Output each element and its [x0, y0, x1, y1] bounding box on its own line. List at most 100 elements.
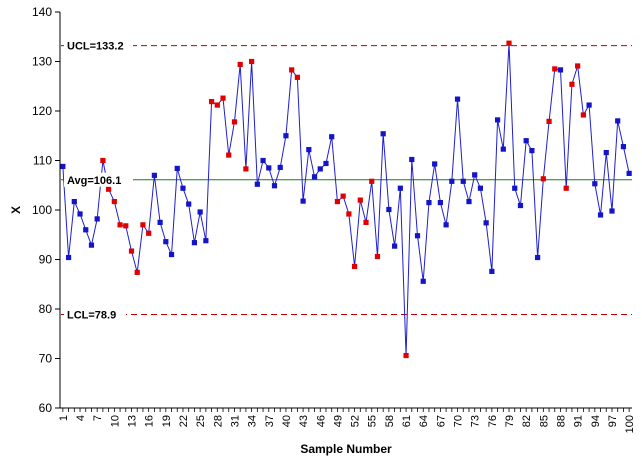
- x-tick-label: 67: [435, 415, 447, 427]
- ucl-label: UCL=133.2: [67, 41, 124, 53]
- data-point: [260, 157, 266, 164]
- data-point: [437, 199, 443, 206]
- data-point: [323, 160, 329, 167]
- data-point: [557, 67, 564, 73]
- x-tick-label: 91: [573, 415, 585, 427]
- data-points: [60, 40, 632, 359]
- y-axis-ticks: 60 70 80 90 100 110 120 130 140: [32, 5, 60, 415]
- data-point: [277, 164, 283, 171]
- data-point: [615, 118, 621, 124]
- x-tick-label: 28: [212, 415, 224, 427]
- data-point: [380, 131, 386, 137]
- flagged-point: [243, 166, 249, 172]
- flagged-point: [146, 230, 152, 236]
- x-axis-ticks: 1 4 7 10 13 16 19 22 25 28 31 34 37 40 43 46 49 52 55 58 61 6…: [58, 408, 636, 433]
- data-point: [151, 172, 157, 178]
- flagged-point: [128, 248, 135, 254]
- data-point: [386, 206, 392, 213]
- data-point: [203, 238, 209, 244]
- flagged-point: [540, 176, 546, 182]
- reference-labels: UCL=133.2 Avg=106.1 LCL=78.9: [64, 38, 133, 322]
- x-axis-title: Sample Number: [300, 442, 392, 456]
- flagged-point: [117, 222, 123, 228]
- data-point: [168, 251, 175, 258]
- x-tick-label: 82: [521, 415, 533, 427]
- data-point: [609, 208, 615, 214]
- flagged-point: [226, 152, 232, 158]
- data-point: [409, 156, 415, 163]
- y-tick-label: 60: [39, 401, 53, 415]
- x-tick-label: 76: [487, 415, 499, 427]
- flagged-point: [294, 74, 300, 80]
- data-point: [306, 147, 312, 153]
- flagged-point: [140, 222, 146, 228]
- x-tick-label: 1: [58, 415, 70, 421]
- x-tick-label: 4: [75, 415, 87, 421]
- data-point: [460, 178, 466, 184]
- flagged-point: [334, 198, 341, 205]
- series-line-group: [62, 42, 630, 357]
- data-point: [283, 133, 289, 139]
- data-point: [157, 219, 163, 225]
- x-tick-label: 13: [127, 415, 139, 427]
- x-tick-label: 94: [590, 415, 602, 427]
- data-point: [317, 166, 323, 172]
- data-point: [94, 216, 100, 222]
- data-point: [77, 211, 83, 217]
- x-tick-label: 19: [161, 415, 173, 427]
- flagged-point: [563, 185, 569, 191]
- x-tick-label: 73: [470, 415, 482, 427]
- data-point: [191, 240, 198, 246]
- flagged-point: [546, 118, 552, 124]
- lcl-label-background: [64, 307, 126, 322]
- flagged-point: [340, 193, 346, 199]
- x-tick-label: 46: [315, 415, 327, 427]
- flagged-point: [231, 119, 238, 125]
- data-point: [477, 185, 484, 191]
- data-point: [443, 222, 449, 228]
- flagged-point: [289, 67, 295, 73]
- flagged-point: [106, 186, 112, 192]
- lcl-label: LCL=78.9: [67, 309, 116, 321]
- y-tick-label: 70: [39, 352, 53, 366]
- data-point: [426, 199, 432, 206]
- flagged-point: [575, 63, 581, 69]
- x-tick-label: 70: [453, 415, 465, 427]
- y-tick-label: 140: [32, 5, 52, 19]
- y-axis-title: X: [9, 206, 23, 214]
- data-point: [472, 172, 478, 178]
- x-tick-label: 40: [281, 415, 293, 427]
- data-point: [529, 148, 535, 154]
- y-tick-label: 100: [32, 203, 52, 217]
- data-point: [186, 201, 192, 207]
- data-point: [392, 243, 398, 249]
- data-point: [174, 165, 180, 172]
- data-point: [60, 163, 66, 170]
- x-tick-label: 79: [504, 415, 516, 427]
- x-tick-label: 61: [401, 415, 413, 427]
- flagged-point: [111, 198, 117, 205]
- flagged-point: [214, 102, 220, 108]
- flagged-point: [346, 211, 352, 217]
- data-point: [603, 149, 609, 156]
- x-tick-label: 43: [298, 415, 310, 427]
- flagged-point: [220, 95, 226, 101]
- data-point: [626, 170, 632, 176]
- x-tick-label: 55: [367, 415, 379, 427]
- x-tick-label: 16: [144, 415, 156, 427]
- x-tick-label: 64: [418, 415, 430, 427]
- data-point: [597, 212, 604, 218]
- data-point: [466, 198, 472, 205]
- ucl-label-background: [64, 38, 133, 53]
- flagged-point: [357, 197, 363, 203]
- data-point: [586, 102, 592, 108]
- flagged-point: [134, 269, 140, 275]
- data-point: [83, 227, 89, 233]
- data-point: [535, 254, 541, 261]
- x-tick-label: 22: [178, 415, 190, 427]
- flagged-point: [403, 352, 409, 359]
- flagged-point: [100, 157, 106, 164]
- x-tick-label: 85: [538, 415, 550, 427]
